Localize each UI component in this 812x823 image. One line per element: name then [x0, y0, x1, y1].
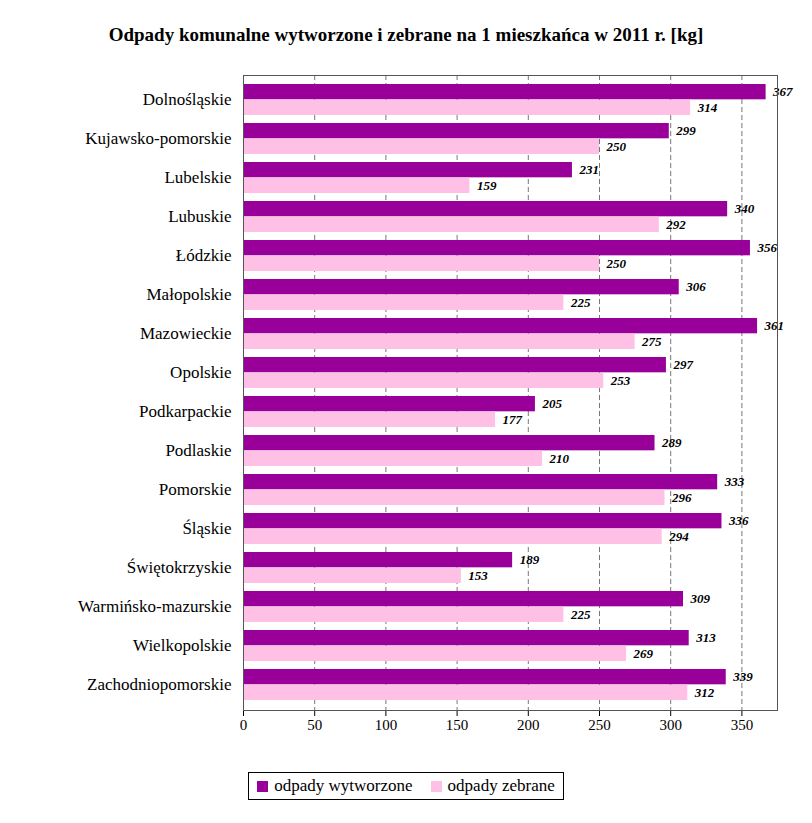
- svg-text:314: 314: [697, 100, 718, 115]
- svg-text:Podkarpackie: Podkarpackie: [139, 402, 232, 421]
- svg-text:Pomorskie: Pomorskie: [159, 480, 232, 499]
- svg-text:313: 313: [695, 630, 716, 645]
- svg-text:367: 367: [772, 84, 793, 99]
- svg-text:153: 153: [468, 568, 488, 583]
- svg-text:356: 356: [756, 240, 777, 255]
- svg-text:Zachodniopomorskie: Zachodniopomorskie: [87, 675, 231, 694]
- svg-text:Dolnośląskie: Dolnośląskie: [143, 90, 232, 109]
- svg-text:296: 296: [671, 490, 692, 505]
- svg-text:306: 306: [685, 279, 706, 294]
- svg-text:189: 189: [520, 552, 540, 567]
- svg-text:159: 159: [477, 178, 497, 193]
- svg-text:312: 312: [694, 685, 715, 700]
- svg-text:Warmińsko-mazurskie: Warmińsko-mazurskie: [78, 597, 231, 616]
- svg-text:Lubuskie: Lubuskie: [168, 207, 231, 226]
- svg-text:231: 231: [578, 162, 599, 177]
- svg-text:Łódzkie: Łódzkie: [176, 246, 232, 265]
- svg-text:292: 292: [665, 217, 686, 232]
- svg-text:Kujawsko-pomorskie: Kujawsko-pomorskie: [85, 129, 231, 148]
- svg-text:340: 340: [734, 201, 755, 216]
- svg-text:299: 299: [675, 123, 696, 138]
- svg-text:205: 205: [541, 396, 562, 411]
- svg-text:Lubelskie: Lubelskie: [164, 168, 231, 187]
- svg-text:250: 250: [606, 256, 627, 271]
- svg-text:350: 350: [731, 717, 754, 733]
- svg-text:253: 253: [610, 373, 631, 388]
- svg-text:289: 289: [661, 435, 682, 450]
- svg-text:100: 100: [375, 717, 398, 733]
- svg-text:Wielkopolskie: Wielkopolskie: [133, 636, 231, 655]
- svg-text:225: 225: [570, 295, 591, 310]
- svg-text:Świętokrzyskie: Świętokrzyskie: [127, 558, 232, 577]
- svg-text:50: 50: [307, 717, 322, 733]
- svg-text:150: 150: [446, 717, 469, 733]
- svg-text:309: 309: [690, 591, 711, 606]
- svg-text:294: 294: [668, 529, 689, 544]
- html-text:odpady zebrane: odpady zebrane: [447, 776, 555, 795]
- svg-text:225: 225: [570, 607, 591, 622]
- html-text:Odpady komunalne wytworzone i: Odpady komunalne wytworzone i zebrane na…: [108, 24, 704, 45]
- svg-text:Podlaskie: Podlaskie: [165, 441, 231, 460]
- svg-text:300: 300: [659, 717, 682, 733]
- svg-text:Śląskie: Śląskie: [182, 519, 231, 538]
- svg-text:177: 177: [503, 412, 523, 427]
- svg-text:336: 336: [728, 513, 749, 528]
- svg-text:275: 275: [641, 334, 662, 349]
- svg-text:Opolskie: Opolskie: [170, 363, 231, 382]
- svg-text:333: 333: [724, 474, 745, 489]
- html-text:odpady wytworzone: odpady wytworzone: [274, 776, 413, 795]
- svg-text:269: 269: [633, 646, 654, 661]
- svg-text:Małopolskie: Małopolskie: [147, 285, 232, 304]
- svg-text:339: 339: [732, 669, 753, 684]
- svg-text:200: 200: [517, 717, 540, 733]
- svg-text:0: 0: [240, 717, 248, 733]
- svg-text:Mazowieckie: Mazowieckie: [140, 324, 232, 343]
- svg-text:250: 250: [588, 717, 611, 733]
- svg-text:361: 361: [764, 318, 785, 333]
- svg-text:297: 297: [672, 357, 693, 372]
- svg-text:210: 210: [549, 451, 570, 466]
- svg-text:250: 250: [606, 139, 627, 154]
